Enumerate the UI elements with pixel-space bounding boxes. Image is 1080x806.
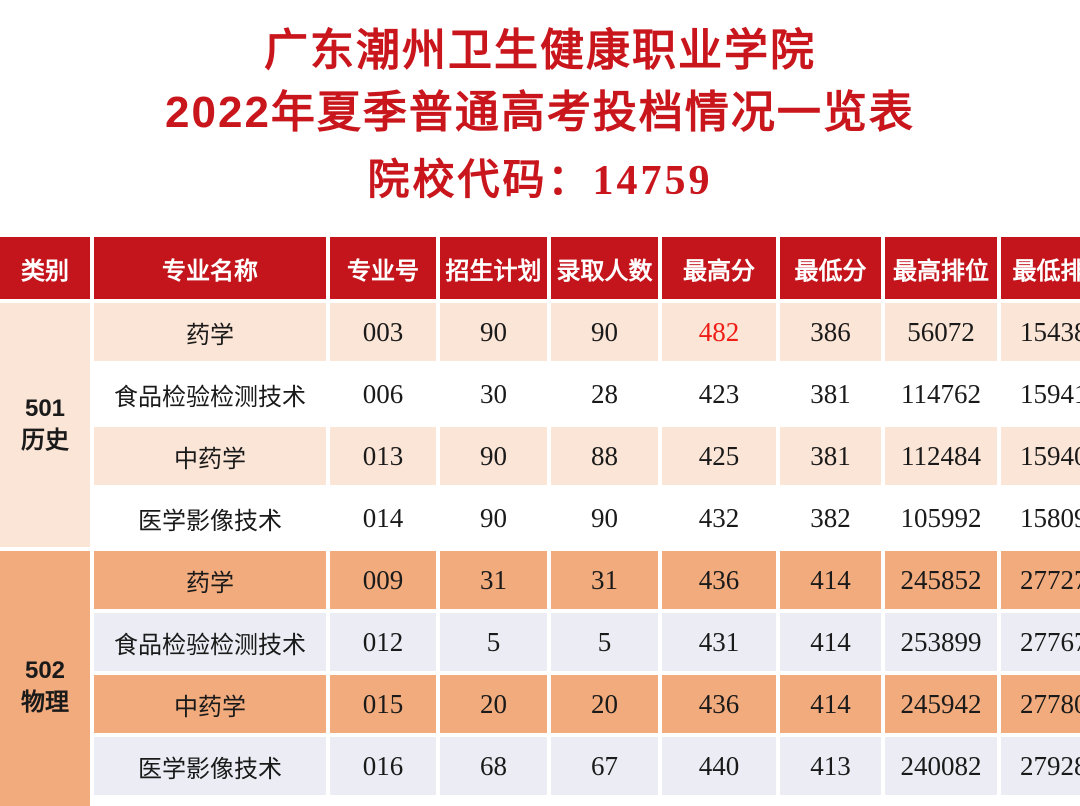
table-row: 中药学 013 90 88 425 381 112484 159400 [0, 427, 1080, 485]
admitted-count: 31 [551, 551, 658, 609]
category-name: 历史 [21, 427, 69, 454]
major-no: 003 [330, 303, 436, 361]
major-name: 医学影像技术 [94, 737, 326, 795]
min-score: 386 [780, 303, 881, 361]
major-name: 食品检验检测技术 [94, 365, 326, 423]
max-score: 436 [662, 675, 776, 733]
min-rank: 158090 [1001, 489, 1080, 547]
page-title-line1: 广东潮州卫生健康职业学院 [264, 26, 816, 75]
plan-count: 90 [440, 489, 547, 547]
max-rank: 56072 [885, 303, 997, 361]
major-name: 中药学 [94, 675, 326, 733]
min-rank: 159400 [1001, 427, 1080, 485]
max-score: 432 [662, 489, 776, 547]
col-header-min-score: 最低分 [780, 237, 881, 299]
max-rank: 240082 [885, 737, 997, 795]
category-code: 502 [24, 657, 66, 684]
major-name: 医学影像技术 [94, 489, 326, 547]
table-row: 食品检验检测技术 006 30 28 423 381 114762 159419 [0, 365, 1080, 423]
major-no: 009 [330, 551, 436, 609]
min-score: 414 [780, 675, 881, 733]
min-rank: 277802 [1001, 675, 1080, 733]
min-score: 381 [780, 365, 881, 423]
min-rank: 159419 [1001, 365, 1080, 423]
major-no: 006 [330, 365, 436, 423]
col-header-min-rank: 最低排位 [1001, 237, 1080, 299]
min-rank: 154385 [1001, 303, 1080, 361]
col-header-admitted: 录取人数 [551, 237, 658, 299]
admitted-count: 90 [551, 489, 658, 547]
table-row: 502 物理 药学 009 31 31 436 414 245852 27727… [0, 551, 1080, 806]
max-score: 431 [662, 613, 776, 671]
min-score: 414 [780, 613, 881, 671]
plan-count: 31 [440, 551, 547, 609]
min-rank: 277671 [1001, 613, 1080, 671]
plan-count: 20 [440, 675, 547, 733]
plan-count: 90 [440, 427, 547, 485]
max-score: 425 [662, 427, 776, 485]
major-name: 药学 [94, 551, 326, 609]
max-score: 440 [662, 737, 776, 795]
max-rank: 112484 [885, 427, 997, 485]
min-score: 413 [780, 737, 881, 795]
plan-count: 5 [440, 613, 547, 671]
table-row-cutoff [0, 799, 1080, 806]
major-no: 012 [330, 613, 436, 671]
admitted-count: 5 [551, 613, 658, 671]
col-header-max-rank: 最高排位 [885, 237, 997, 299]
major-name: 食品检验检测技术 [94, 613, 326, 671]
major-no: 016 [330, 737, 436, 795]
max-rank: 245942 [885, 675, 997, 733]
col-header-major: 专业名称 [94, 237, 326, 299]
score-table: 类别 专业名称 专业号 招生计划 录取人数 最高分 最低分 最高排位 最低排位 … [0, 237, 1080, 806]
category-code: 501 [24, 395, 66, 422]
table-row: 中药学 015 20 20 436 414 245942 277802 [0, 675, 1080, 733]
max-rank: 114762 [885, 365, 997, 423]
cutoff-filler-cell [94, 799, 1080, 806]
admitted-count: 28 [551, 365, 658, 423]
col-header-category: 类别 [0, 237, 90, 299]
school-code-line: 院校代码：14759 [367, 158, 713, 204]
major-no: 013 [330, 427, 436, 485]
table-row: 501 历史 药学 003 90 90 482 386 56072 154385 [0, 303, 1080, 547]
category-cell-501: 501 历史 [0, 303, 90, 547]
max-score: 423 [662, 365, 776, 423]
min-rank: 277277 [1001, 551, 1080, 609]
table-row: 医学影像技术 014 90 90 432 382 105992 158090 [0, 489, 1080, 547]
admitted-count: 88 [551, 427, 658, 485]
min-score: 382 [780, 489, 881, 547]
min-score: 414 [780, 551, 881, 609]
major-name: 中药学 [94, 427, 326, 485]
plan-count: 30 [440, 365, 547, 423]
table-row: 食品检验检测技术 012 5 5 431 414 253899 277671 [0, 613, 1080, 671]
col-header-max-score: 最高分 [662, 237, 776, 299]
admitted-count: 20 [551, 675, 658, 733]
col-header-major-no: 专业号 [330, 237, 436, 299]
min-rank: 279285 [1001, 737, 1080, 795]
table-row: 医学影像技术 016 68 67 440 413 240082 279285 [0, 737, 1080, 795]
admitted-count: 90 [551, 303, 658, 361]
page-title-line2: 2022年夏季普通高考投档情况一览表 [165, 88, 915, 137]
plan-count: 68 [440, 737, 547, 795]
major-no: 014 [330, 489, 436, 547]
min-score: 381 [780, 427, 881, 485]
category-name: 物理 [21, 689, 69, 716]
score-table-wrap: 类别 专业名称 专业号 招生计划 录取人数 最高分 最低分 最高排位 最低排位 … [0, 237, 1080, 806]
title-block: 广东潮州卫生健康职业学院 2022年夏季普通高考投档情况一览表 [0, 0, 1080, 144]
max-rank: 253899 [885, 613, 997, 671]
table-header-row: 类别 专业名称 专业号 招生计划 录取人数 最高分 最低分 最高排位 最低排位 [0, 237, 1080, 299]
max-score: 436 [662, 551, 776, 609]
max-rank: 245852 [885, 551, 997, 609]
category-cell-502: 502 物理 [0, 551, 90, 806]
col-header-plan: 招生计划 [440, 237, 547, 299]
plan-count: 90 [440, 303, 547, 361]
max-score: 482 [662, 303, 776, 361]
admitted-count: 67 [551, 737, 658, 795]
max-rank: 105992 [885, 489, 997, 547]
major-name: 药学 [94, 303, 326, 361]
major-no: 015 [330, 675, 436, 733]
